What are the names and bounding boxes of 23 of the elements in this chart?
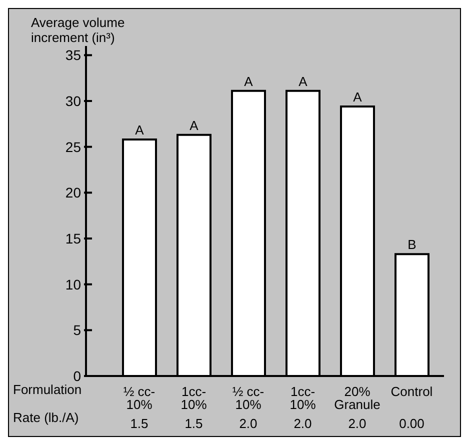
data-label: A (190, 118, 199, 133)
data-label: B (408, 237, 416, 252)
y-tick-label: 5 (73, 322, 82, 338)
category-label: Control 0.00 (390, 384, 433, 431)
y-tick-label: 35 (65, 47, 82, 64)
data-label: A (298, 74, 308, 89)
data-label: A (244, 74, 254, 89)
x-tick-label: ½ cc- 10% 1.5 (123, 384, 156, 431)
y-axis-title: Average volume increment (in³) (31, 15, 125, 45)
y-tick-label: 0 (73, 368, 82, 384)
y-tick-label: 10 (65, 276, 82, 292)
x-tick-label: 1cc- 10% 2.0 (290, 384, 316, 431)
x-tick-label: 20% Granule 2.0 (334, 384, 380, 431)
y-tick-label: 20 (65, 184, 82, 201)
data-label: A (353, 90, 362, 104)
x-tick-label: ½ cc- 10% 2.0 (232, 384, 264, 431)
data-label: A (135, 122, 144, 138)
text: Formulation (13, 382, 82, 397)
text: Rate (lb./A) (13, 410, 79, 425)
y-tick-label: 30 (65, 93, 82, 109)
y-tick-label: 15 (65, 230, 82, 246)
y-tick-label: 25 (65, 138, 82, 155)
x-tick-label: 1cc- 10% 1.5 (180, 384, 208, 431)
